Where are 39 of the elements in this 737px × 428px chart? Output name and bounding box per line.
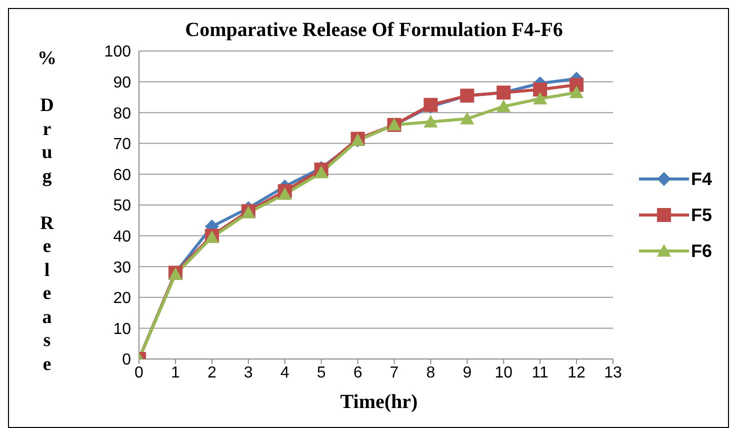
y-tick-label: 80 — [113, 105, 132, 122]
point — [424, 114, 438, 128]
point — [314, 166, 328, 178]
x-tick-label: 9 — [462, 364, 472, 382]
text: % Drug Release — [38, 48, 56, 374]
y-tick-label: 30 — [113, 259, 132, 276]
legend-label: F4 — [691, 168, 712, 190]
x-tick-label: 0 — [134, 364, 144, 382]
point — [278, 187, 292, 200]
point — [533, 92, 548, 104]
y-tick-label: 50 — [113, 198, 132, 215]
point — [570, 86, 584, 98]
point — [533, 82, 548, 96]
y-tick-label: 100 — [104, 44, 132, 61]
point — [496, 99, 511, 112]
x-tick-label: 11 — [532, 364, 548, 382]
x-tick-label: 8 — [426, 364, 436, 382]
x-axis-title: Time(hr) — [339, 391, 419, 414]
y-tick-label: 70 — [113, 136, 132, 154]
x-tick-label: 10 — [494, 364, 513, 382]
y-tick-label: 0 — [122, 352, 132, 369]
y-tick-label: 60 — [113, 166, 132, 184]
x-tick-label: 6 — [353, 364, 362, 382]
x-tick-label: 7 — [390, 364, 399, 382]
x-tick-label: 12 — [568, 364, 586, 382]
legend-label: F5 — [691, 204, 712, 226]
y-tick-label: 90 — [113, 74, 132, 92]
x-tick-label: 1 — [171, 364, 180, 382]
x-tick-label: 5 — [316, 364, 326, 382]
y-tick-label: 10 — [113, 320, 132, 338]
y-tick-label: 40 — [113, 228, 132, 246]
x-tick-label: 13 — [604, 364, 622, 382]
x-tick-label: 4 — [280, 364, 290, 382]
chart-title: Comparative Release Of Formulation F4-F6 — [184, 19, 564, 42]
point — [460, 112, 474, 124]
x-tick-label: 3 — [244, 364, 253, 382]
legend-label: F6 — [691, 240, 712, 262]
y-tick-label: 20 — [113, 290, 132, 308]
x-tick-label: 2 — [207, 364, 216, 382]
